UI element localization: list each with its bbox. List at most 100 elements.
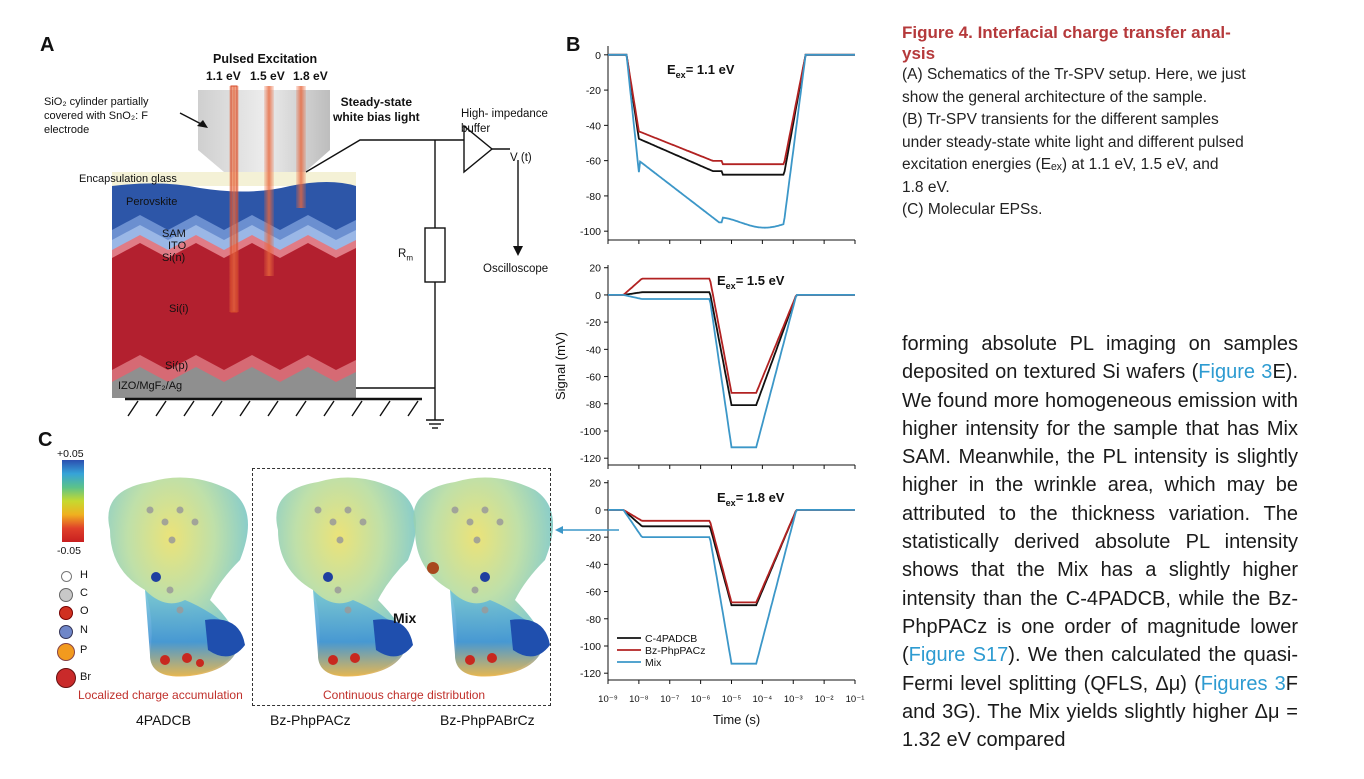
atom-br-icon — [56, 668, 76, 688]
b-y-tick-label: -80 — [586, 191, 601, 203]
energy-3: 1.8 eV — [293, 69, 328, 83]
b-y-tick-label: -100 — [580, 226, 601, 238]
b-y-tick-label: -20 — [586, 317, 601, 329]
mix-label: Mix — [393, 610, 417, 626]
b-legend-label: Bz-PhpPACz — [645, 645, 706, 657]
name-bz-phppacz: Bz-PhpPACz — [270, 712, 351, 728]
b-y-tick-label: -40 — [586, 559, 601, 571]
b-legend-label: C-4PADCB — [645, 633, 697, 645]
b-x-tick-label: 10⁻⁹ — [598, 694, 618, 705]
layer-si-n: Si(n) — [162, 252, 186, 264]
b-legend-label: Mix — [645, 657, 662, 669]
link-figure-s17[interactable]: Figure S17 — [908, 644, 1009, 667]
panel-b-letter: B — [566, 34, 581, 56]
continuous-label: Continuous charge distribution — [323, 688, 486, 702]
epsscale-bar — [62, 460, 84, 542]
b-x-tick-label: 10⁻⁵ — [722, 694, 742, 705]
buffer-label: High- impedance buffer — [461, 108, 548, 135]
layer-si-p: Si(p) — [165, 360, 189, 372]
layer-sam: SAM — [162, 228, 186, 240]
b-subplot-title: Eex= 1.1 eV — [667, 62, 735, 80]
b-ylabel: Signal (mV) — [553, 332, 568, 400]
b-x-tick-label: 10⁻² — [815, 694, 834, 705]
caption-line: (C) Molecular EPSs. — [902, 201, 1043, 218]
panel-a-letter: A — [40, 34, 55, 56]
atom-c-icon — [59, 588, 73, 602]
b-y-tick-label: -20 — [586, 85, 601, 97]
b-x-tick-label: 10⁻³ — [784, 694, 803, 705]
molecule-eps-maps — [108, 477, 553, 677]
b-series-line-bz-phppacz — [608, 508, 855, 604]
sio2-note: SiO₂ cylinder partially covered with SnO₂… — [44, 96, 149, 136]
b-y-tick-label: -40 — [586, 344, 601, 356]
b-y-tick-label: -60 — [586, 372, 601, 384]
rm-label: Rm — [398, 248, 413, 263]
caption-line: show the general architecture of the sam… — [902, 88, 1208, 106]
b-x-tick-label: 10⁻¹ — [846, 694, 865, 705]
layer-izo: IZO/MgF₂/Ag — [118, 380, 183, 392]
b-y-tick-label: -60 — [586, 156, 601, 168]
layer-si-i: Si(i) — [169, 303, 189, 315]
pulsed-excitation-title: Pulsed Excitation — [213, 52, 318, 66]
layer-perovskite: Perovskite — [126, 196, 178, 208]
caption-line: excitation energies (Eₑₓ) at 1.1 eV, 1.5… — [902, 156, 1219, 173]
b-y-tick-label: -60 — [586, 587, 601, 599]
caption-title-line-2: ysis — [902, 44, 936, 63]
b-y-tick-label: -120 — [580, 668, 601, 680]
caption-title-line-1: Figure 4. Interfacial charge transfer an… — [902, 23, 1231, 42]
b-y-tick-label: -100 — [580, 426, 601, 438]
b-series-line-mix — [608, 53, 855, 229]
b-subplot-title: Eex= 1.5 eV — [717, 273, 785, 291]
b-x-tick-label: 10⁻⁴ — [753, 694, 773, 705]
b-y-tick-label: -80 — [586, 399, 601, 411]
molecule-4padcb — [108, 477, 248, 677]
oscilloscope-label: Oscilloscope — [483, 263, 549, 275]
caption-line: under steady-state white light and diffe… — [902, 133, 1244, 151]
body-paragraph: forming absolute PL imaging on samples d… — [902, 333, 1298, 752]
b-y-tick-label: -120 — [580, 453, 601, 465]
b-y-tick-label: 0 — [595, 50, 601, 62]
b-series-line-mix — [608, 293, 855, 449]
b-series-line-c-4padcb — [608, 508, 855, 607]
energy-1: 1.1 eV — [206, 69, 241, 83]
b-y-tick-label: 0 — [595, 505, 601, 517]
b-x-tick-label: 10⁻⁶ — [691, 694, 711, 705]
scale-max: +0.05 — [57, 448, 84, 460]
atom-h-icon — [61, 571, 72, 582]
b-y-tick-label: 20 — [589, 478, 601, 490]
layer-ito: ITO — [168, 240, 187, 252]
link-figure-3e[interactable]: Figure 3 — [1198, 361, 1273, 384]
name-4padcb: 4PADCB — [136, 712, 191, 728]
b-y-tick-label: 0 — [595, 290, 601, 302]
b-x-tick-label: 10⁻⁸ — [629, 694, 649, 705]
b-y-tick-label: -80 — [586, 614, 601, 626]
mix-dashed-box — [252, 468, 551, 706]
b-xlabel: Time (s) — [713, 712, 761, 727]
link-figures-3[interactable]: Figures 3 — [1200, 672, 1286, 695]
b-y-tick-label: -100 — [580, 641, 601, 653]
arrow-to-mix-icon — [555, 526, 619, 534]
b-y-tick-label: -40 — [586, 120, 601, 132]
caption-line: 1.8 eV. — [902, 178, 950, 196]
b-y-tick-label: -20 — [586, 532, 601, 544]
b-series-line-mix — [608, 508, 855, 665]
name-bz-phppabrcz: Bz-PhpPABrCz — [440, 712, 535, 728]
localized-label: Localized charge accumulation — [78, 688, 243, 702]
atom-p-icon — [57, 643, 75, 661]
caption-line: (A) Schematics of the Tr-SPV setup. Here… — [902, 66, 1246, 83]
atom-o-icon — [59, 606, 73, 620]
atom-n-icon — [59, 625, 73, 639]
molecule-bz-phppabrcz — [413, 477, 553, 677]
figure-caption: Figure 4. Interfacial charge transfer an… — [902, 22, 1298, 222]
energy-2: 1.5 eV — [250, 69, 285, 83]
layer-glass: Encapsulation glass — [79, 173, 177, 185]
panel-b-chart: 0 -20 -40 -60 -80 -100 Eex= 1.1 eV 20 0 -20 -40 -60… — [580, 46, 865, 705]
bias-light-label: Steady-state white bias light — [333, 95, 420, 124]
panel-a-schematic — [112, 85, 523, 429]
b-x-tick-label: 10⁻⁷ — [660, 694, 680, 705]
vt-label: V (t) — [510, 152, 532, 164]
caption-line: (B) Tr-SPV transients for the different … — [902, 111, 1219, 128]
b-y-tick-label: 20 — [589, 263, 601, 275]
panel-c-letter: C — [38, 429, 53, 451]
b-subplot-title: Eex= 1.8 eV — [717, 490, 785, 508]
